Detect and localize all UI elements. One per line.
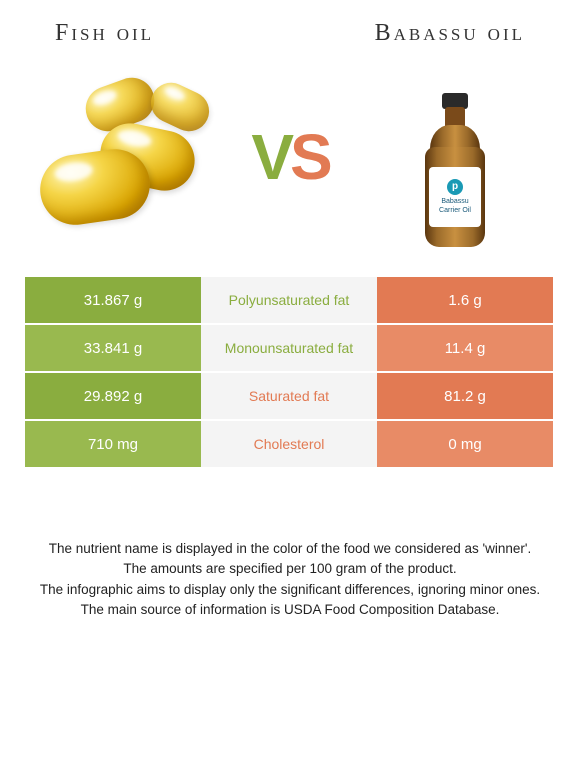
nutrient-label: Polyunsaturated fat bbox=[201, 277, 377, 325]
footer-line: The infographic aims to display only the… bbox=[35, 580, 545, 600]
right-value: 0 mg bbox=[377, 421, 553, 469]
table-row: 33.841 gMonounsaturated fat11.4 g bbox=[25, 325, 555, 373]
left-value: 33.841 g bbox=[25, 325, 201, 373]
left-value: 31.867 g bbox=[25, 277, 201, 325]
left-value: 29.892 g bbox=[25, 373, 201, 421]
footer-line: The main source of information is USDA F… bbox=[35, 600, 545, 620]
nutrient-label: Cholesterol bbox=[201, 421, 377, 469]
left-image bbox=[30, 72, 220, 242]
vs-s: S bbox=[290, 121, 329, 193]
footer-notes: The nutrient name is displayed in the co… bbox=[25, 539, 555, 620]
table-row: 31.867 gPolyunsaturated fat1.6 g bbox=[25, 277, 555, 325]
vs-label: VS bbox=[251, 120, 328, 194]
right-title: Babassu oil bbox=[375, 20, 525, 47]
left-value: 710 mg bbox=[25, 421, 201, 469]
comparison-table: 31.867 gPolyunsaturated fat1.6 g33.841 g… bbox=[25, 277, 555, 469]
right-value: 11.4 g bbox=[377, 325, 553, 373]
right-image: p Babassu Carrier Oil bbox=[360, 72, 550, 242]
bottle-sub: Carrier Oil bbox=[439, 207, 471, 215]
vs-v: V bbox=[251, 121, 290, 193]
nutrient-label: Saturated fat bbox=[201, 373, 377, 421]
babassu-bottle-icon: p Babassu Carrier Oil bbox=[380, 67, 530, 247]
footer-line: The amounts are specified per 100 gram o… bbox=[35, 559, 545, 579]
nutrient-label: Monounsaturated fat bbox=[201, 325, 377, 373]
right-value: 1.6 g bbox=[377, 277, 553, 325]
footer-line: The nutrient name is displayed in the co… bbox=[35, 539, 545, 559]
hero-row: VS p Babassu Carrier Oil bbox=[25, 67, 555, 247]
titles-row: Fish oil Babassu oil bbox=[25, 20, 555, 47]
infographic-container: Fish oil Babassu oil VS p bbox=[0, 0, 580, 640]
fish-oil-capsules-icon bbox=[30, 72, 220, 242]
right-value: 81.2 g bbox=[377, 373, 553, 421]
table-row: 710 mgCholesterol0 mg bbox=[25, 421, 555, 469]
left-title: Fish oil bbox=[55, 20, 154, 47]
table-row: 29.892 gSaturated fat81.2 g bbox=[25, 373, 555, 421]
bottle-brand: Babassu bbox=[441, 198, 468, 206]
